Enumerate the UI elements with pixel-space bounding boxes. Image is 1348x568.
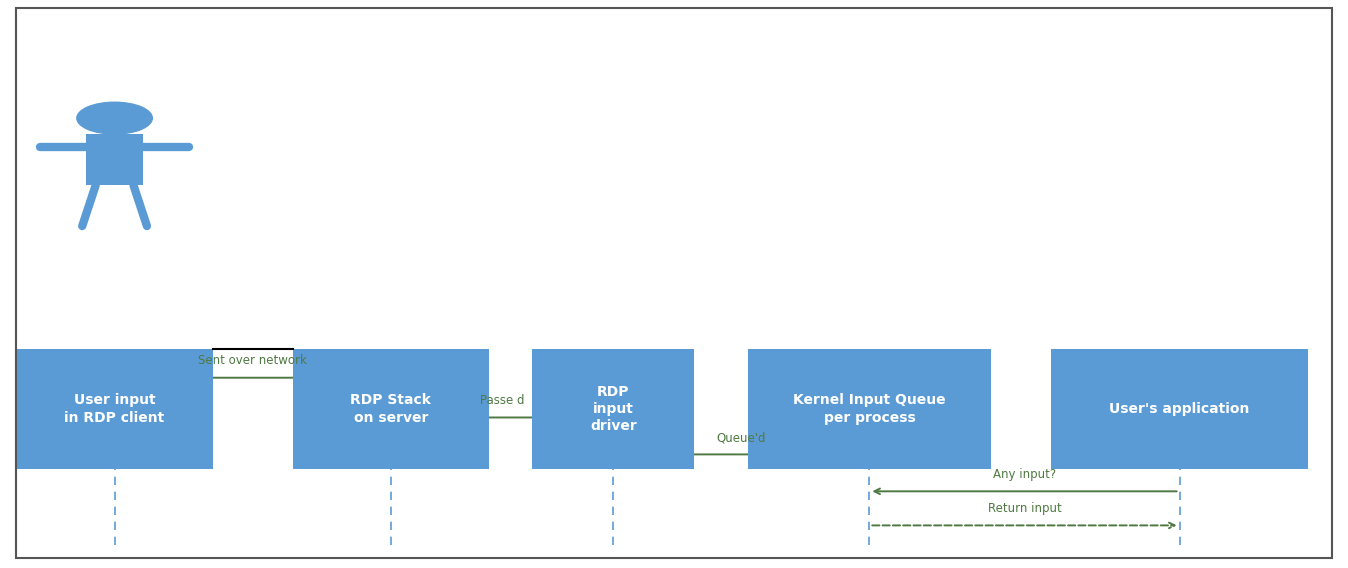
Text: RDP
input
driver: RDP input driver	[590, 385, 636, 433]
FancyBboxPatch shape	[293, 349, 489, 469]
Text: Return input: Return input	[988, 502, 1061, 515]
Circle shape	[77, 102, 152, 134]
FancyBboxPatch shape	[16, 349, 213, 469]
FancyBboxPatch shape	[532, 349, 694, 469]
Text: User's application: User's application	[1109, 402, 1250, 416]
Text: Kernel Input Queue
per process: Kernel Input Queue per process	[793, 393, 946, 425]
Text: User input
in RDP client: User input in RDP client	[65, 393, 164, 425]
Text: RDP Stack
on server: RDP Stack on server	[350, 393, 431, 425]
Text: Passe d: Passe d	[480, 394, 524, 407]
FancyBboxPatch shape	[1051, 349, 1308, 469]
FancyBboxPatch shape	[748, 349, 991, 469]
Text: Sent over network: Sent over network	[198, 354, 307, 367]
Text: Queue'd: Queue'd	[717, 431, 766, 444]
FancyBboxPatch shape	[86, 134, 143, 185]
Text: Any input?: Any input?	[993, 468, 1055, 481]
